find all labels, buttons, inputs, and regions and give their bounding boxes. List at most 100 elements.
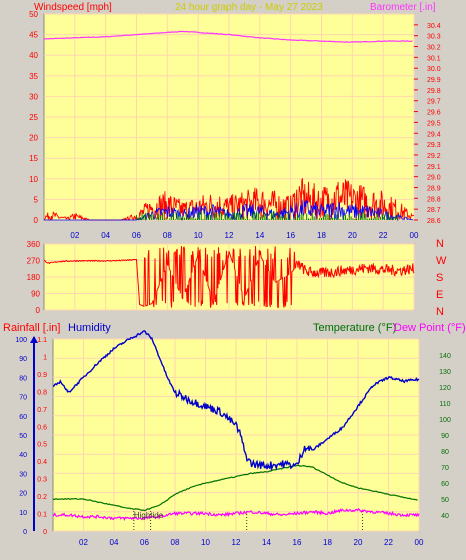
barometer-tick-label: 30.1: [427, 55, 441, 62]
direction-tick-label: 0: [36, 306, 41, 315]
humidity-tick-label: 80: [19, 375, 27, 382]
temperature-tick-label: 140: [439, 353, 451, 360]
rainfall-tick-label: 0.3: [37, 477, 47, 484]
humidity-tick-label: 30: [19, 471, 27, 478]
rainfall-tick-label: 0.9: [37, 372, 47, 379]
windspeed-tick-label: 30: [29, 92, 38, 101]
rainfall-tick-label: 0.1: [37, 512, 47, 519]
dewpoint-axis-label: Dew Point (°F): [394, 322, 466, 334]
hour-tick-label: 16: [293, 538, 302, 547]
humidity-tick-label: 40: [19, 452, 27, 459]
barometer-tick-label: 29.1: [427, 164, 441, 171]
rainfall-tick-label: 1: [43, 354, 47, 361]
humidity-tick-label: 70: [19, 395, 27, 402]
compass-label: W: [436, 255, 447, 267]
graph-title: 24 hour graph day - May 27 2023: [175, 2, 323, 13]
temperature-axis-label: Temperature (°F): [313, 322, 396, 334]
rainfall-tick-label: 0.7: [37, 407, 47, 414]
rainfall-tick-label: 0.4: [37, 459, 47, 466]
hour-tick-label: 16: [286, 231, 295, 240]
wind-panel-series: [43, 30, 415, 222]
compass-label: N: [436, 306, 444, 318]
rainfall-tick-label: 0.2: [37, 494, 47, 501]
gust-line: [44, 199, 414, 222]
direction-tick-label: 270: [27, 257, 41, 266]
humidity-tick-label: 60: [19, 414, 27, 421]
barometer-tick-label: 28.9: [427, 185, 441, 192]
barometer-tick-label: 30.3: [427, 34, 441, 41]
rainfall-tick-label: 0: [43, 529, 47, 536]
hour-tick-label: 10: [194, 231, 203, 240]
temperature-tick-label: 70: [441, 465, 449, 472]
barometer-tick-label: 30.0: [427, 66, 441, 73]
compass-label: S: [436, 272, 443, 284]
barometer-line: [43, 30, 413, 43]
rainfall-axis-label: Rainfall [.in]: [3, 322, 60, 334]
barometer-tick-label: 28.7: [427, 207, 441, 214]
hightide-annotation: Hightide: [134, 511, 164, 520]
wind-panel-grid: [44, 13, 415, 221]
hour-tick-label: 22: [379, 231, 388, 240]
hour-tick-label: 12: [232, 538, 241, 547]
hour-tick-label: 20: [348, 231, 357, 240]
temperature-tick-label: 100: [439, 417, 451, 424]
temperature-tick-label: 50: [441, 497, 449, 504]
direction-panel-series: [43, 245, 415, 309]
barometer-axis-label: Barometer [.in]: [370, 2, 436, 13]
humidity-tick-label: 0: [23, 529, 27, 536]
rainfall-tick-label: 1.1: [37, 337, 47, 344]
barometer-tick-label: 28.8: [427, 196, 441, 203]
temperature-tick-label: 40: [441, 513, 449, 520]
hour-tick-label: 12: [225, 231, 234, 240]
humidity-tick-label: 100: [15, 337, 27, 344]
direction-tick-label: 360: [27, 240, 41, 249]
direction-tick-label: 180: [27, 273, 41, 282]
windspeed-tick-label: 50: [29, 10, 38, 19]
windspeed-tick-label: 35: [29, 72, 38, 81]
barometer-tick-label: 29.8: [427, 88, 441, 95]
rainfall-tick-label: 0.6: [37, 424, 47, 431]
hour-tick-label: 20: [354, 538, 363, 547]
hour-tick-label: 04: [110, 538, 119, 547]
temperature-tick-label: 80: [441, 449, 449, 456]
hour-tick-label: 22: [384, 538, 393, 547]
hour-tick-label: 06: [132, 231, 141, 240]
hour-tick-label: 14: [262, 538, 271, 547]
humidity-axis-label: Humidity: [68, 322, 111, 334]
hour-tick-label: 18: [323, 538, 332, 547]
hour-tick-label: 00: [415, 538, 424, 547]
hour-tick-label: 18: [317, 231, 326, 240]
humidity-panel-series: [52, 330, 420, 531]
rainfall-tick-label: 0.8: [37, 389, 47, 396]
compass-label: N: [436, 238, 444, 250]
hour-tick-label: 06: [140, 538, 149, 547]
hour-tick-label: 02: [70, 231, 79, 240]
windspeed-tick-label: 20: [29, 134, 38, 143]
windspeed-tick-label: 15: [29, 154, 38, 163]
barometer-tick-label: 30.2: [427, 45, 441, 52]
compass-label: E: [436, 289, 443, 301]
barometer-tick-label: 30.4: [427, 23, 441, 30]
direction-panel-grid: [44, 243, 415, 311]
barometer-tick-label: 28.6: [427, 218, 441, 225]
direction-tick-label: 90: [31, 290, 40, 299]
dewpoint-line: [52, 507, 420, 521]
windspeed-tick-label: 10: [29, 175, 38, 184]
windspeed-axis-label: Windspeed [mph]: [34, 2, 112, 13]
humidity-axis-arrow-icon: [30, 336, 38, 343]
humidity-tick-label: 90: [19, 356, 27, 363]
barometer-tick-label: 29.6: [427, 110, 441, 117]
temperature-tick-label: 110: [439, 401, 450, 408]
windspeed-tick-label: 25: [29, 113, 38, 122]
temperature-tick-label: 120: [439, 385, 451, 392]
barometer-tick-label: 29.2: [427, 153, 441, 160]
humidity-tick-label: 10: [19, 510, 27, 517]
hour-tick-label: 14: [255, 231, 264, 240]
humidity-line: [52, 330, 420, 472]
wind-direction-line: [43, 245, 415, 309]
rainfall-tick-label: 0.5: [37, 442, 47, 449]
hour-tick-label: 10: [201, 538, 210, 547]
windspeed-tick-label: 0: [34, 216, 39, 225]
